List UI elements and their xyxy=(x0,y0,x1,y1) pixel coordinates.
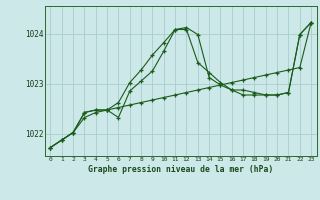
X-axis label: Graphe pression niveau de la mer (hPa): Graphe pression niveau de la mer (hPa) xyxy=(88,165,273,174)
